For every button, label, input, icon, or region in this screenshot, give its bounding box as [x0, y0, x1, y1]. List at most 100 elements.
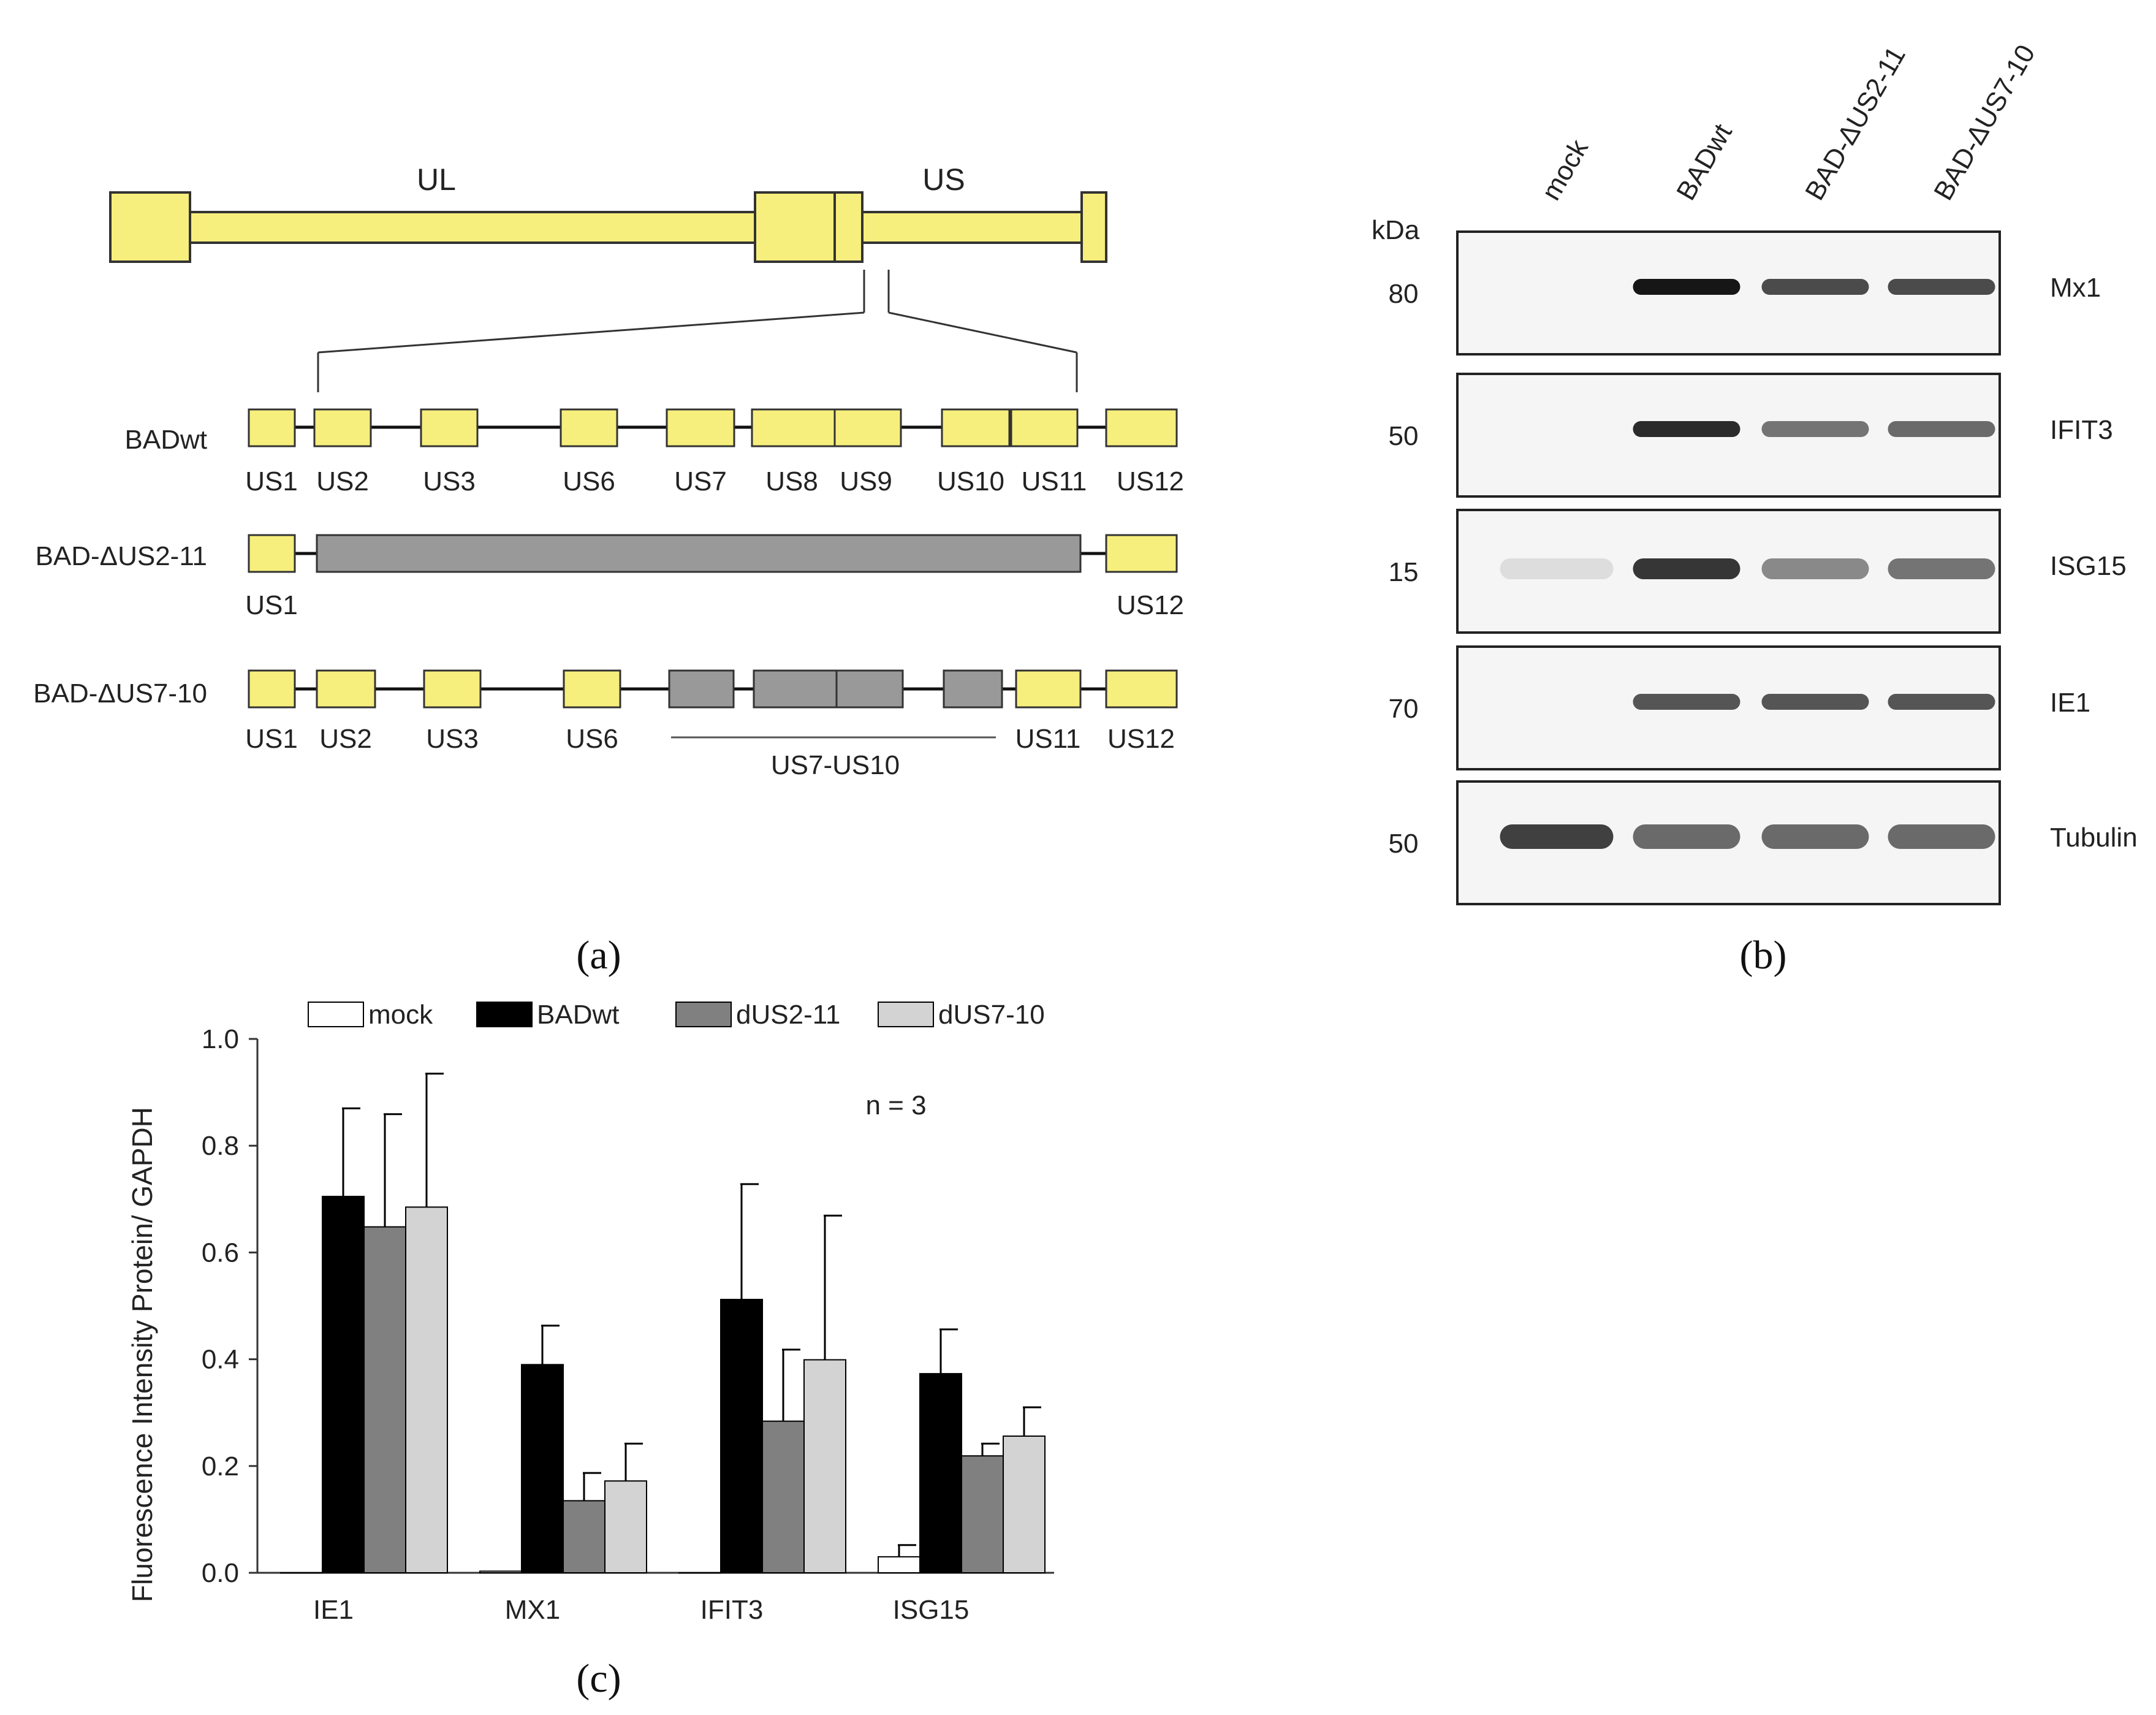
- genome-map: UL US: [109, 162, 1107, 392]
- y-tick-label: 0.6: [202, 1238, 239, 1268]
- n-annotation: n = 3: [865, 1090, 926, 1120]
- bar: [1003, 1436, 1046, 1573]
- track-bad-dus7-10: BAD-ΔUS7-10 US1 US2 US3 US6 US11 US12 US…: [33, 669, 1178, 780]
- y-tick-label: 0.8: [202, 1131, 239, 1161]
- zoom-line-left: [317, 311, 865, 354]
- lane-label: BAD-ΔUS2-11: [1799, 42, 1911, 205]
- blot-band: [1761, 279, 1869, 295]
- blot-protein-label: Mx1: [2050, 273, 2101, 303]
- blot-band: [1633, 558, 1740, 579]
- legend-label: BADwt: [537, 1000, 619, 1030]
- y-axis-title: Fluorescence Intensity Protein/ GAPDH: [126, 1107, 158, 1602]
- track-label: BAD-ΔUS2-11: [36, 541, 207, 571]
- gene-box: [248, 408, 296, 447]
- blot-band: [1761, 694, 1869, 710]
- panel-c: Fluorescence Intensity Protein/ GAPDH 0.…: [126, 1000, 1054, 1701]
- us-label: US: [922, 162, 965, 197]
- blot-band: [1888, 824, 1995, 849]
- bar: [521, 1364, 564, 1574]
- panel-b: mock BADwt BAD-ΔUS2-11 BAD-ΔUS7-10 kDa 8…: [1372, 40, 2138, 978]
- blot-band: [1888, 694, 1995, 710]
- blot-band: [1761, 421, 1869, 437]
- bar: [961, 1455, 1004, 1573]
- gene-label: US11: [1022, 466, 1087, 496]
- legend-label: mock: [368, 1000, 433, 1030]
- gene-box: [560, 408, 618, 447]
- bar: [363, 1226, 406, 1574]
- ul-bar: [186, 211, 758, 244]
- gene-box: [1105, 669, 1178, 709]
- gene-label: US2: [316, 466, 369, 496]
- gene-box: [423, 669, 482, 709]
- x-tick-label: ISG15: [893, 1595, 970, 1625]
- x-tick-label: IFIT3: [700, 1595, 764, 1625]
- gene-label: US6: [566, 724, 618, 754]
- kda-marker: 50: [1389, 829, 1419, 859]
- legend-swatch: [308, 1002, 364, 1027]
- blot-protein-label: IFIT3: [2050, 415, 2113, 445]
- y-tick-label: 0.4: [202, 1345, 239, 1375]
- kda-marker: 70: [1389, 694, 1419, 724]
- gene-box: [1015, 669, 1082, 709]
- track-bad-dus2-11: BAD-ΔUS2-11 US1 US12: [36, 534, 1184, 620]
- irl-box: [754, 191, 836, 263]
- gene-label: US12: [1117, 466, 1184, 496]
- gene-label: US2: [319, 724, 372, 754]
- legend-swatch: [476, 1002, 533, 1027]
- gene-box: [248, 669, 296, 709]
- blot-protein-label: ISG15: [2050, 551, 2127, 581]
- blot-protein-label: Tubulin: [2050, 823, 2138, 853]
- gene-label: US7: [674, 466, 727, 496]
- gene-label: US1: [245, 724, 298, 754]
- lane-label: BAD-ΔUS7-10: [1928, 40, 2041, 205]
- bar: [479, 1570, 522, 1573]
- zoom-line-right: [888, 311, 1077, 354]
- ul-label: UL: [417, 162, 456, 197]
- gene-label: US12: [1117, 590, 1184, 620]
- blot-band: [1500, 824, 1614, 849]
- gene-box: [248, 534, 296, 573]
- panel-a: UL US BADwt US1 US2 US3: [33, 162, 1184, 978]
- gene-box: [1105, 534, 1178, 573]
- y-tick-label: 0.0: [202, 1558, 239, 1588]
- x-tick-label: MX1: [505, 1595, 560, 1625]
- legend-label: dUS7-10: [938, 1000, 1045, 1030]
- legend-swatch: [878, 1002, 934, 1027]
- legend-swatch: [675, 1002, 732, 1027]
- bar: [405, 1206, 448, 1573]
- trs-box: [1080, 191, 1107, 263]
- bar: [762, 1420, 805, 1573]
- us-bar: [860, 211, 1083, 244]
- gene-label: US10: [937, 466, 1004, 496]
- gene-box: [1105, 408, 1178, 447]
- deleted-gene-box: [835, 669, 904, 709]
- gene-box: [563, 669, 621, 709]
- track-label: BADwt: [125, 425, 207, 455]
- gene-label: US3: [426, 724, 479, 754]
- deleted-gene-box: [943, 669, 1003, 709]
- gene-label: US11: [1015, 724, 1081, 754]
- deleted-gene-box: [753, 669, 838, 709]
- deletion-box: [316, 534, 1082, 573]
- bar: [322, 1195, 365, 1573]
- deleted-gene-box: [668, 669, 735, 709]
- blot-band: [1633, 279, 1740, 295]
- kda-marker: 50: [1389, 421, 1419, 451]
- lane-label: BADwt: [1671, 119, 1738, 205]
- blot-band: [1888, 421, 1995, 437]
- bar: [878, 1556, 920, 1574]
- gene-label: US1: [245, 590, 298, 620]
- blot-band: [1633, 694, 1740, 710]
- kda-label: kDa: [1372, 215, 1420, 245]
- blot-band: [1888, 279, 1995, 295]
- panel-label-c: (c): [576, 1656, 621, 1701]
- trl-box: [109, 191, 191, 263]
- gene-box: [941, 408, 1011, 447]
- y-tick-label: 1.0: [202, 1024, 239, 1054]
- kda-marker: 80: [1389, 279, 1419, 309]
- irs-box: [833, 191, 864, 263]
- blot-band: [1761, 824, 1869, 849]
- panel-label-a: (a): [576, 933, 621, 978]
- track-badwt: BADwt US1 US2 US3 US6 US7 US8 US9 US10 U…: [125, 408, 1184, 496]
